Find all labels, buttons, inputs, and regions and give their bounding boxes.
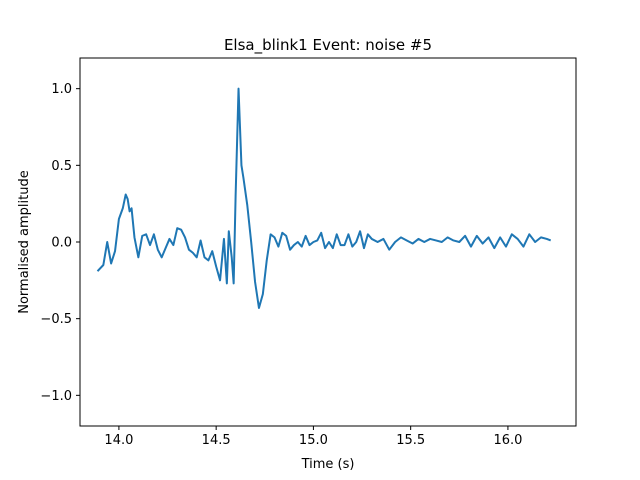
- x-tick-label: 15.5: [396, 433, 425, 448]
- x-tick-label: 14.5: [202, 433, 231, 448]
- y-tick-label: 1.0: [51, 82, 72, 97]
- axes-frame: [79, 57, 577, 427]
- y-tick-label: 0.5: [51, 159, 72, 174]
- x-axis: 14.0 14.5 15.0 15.5 16.0: [104, 426, 522, 448]
- x-tick-label: 16.0: [493, 433, 522, 448]
- y-axis: −1.0 −0.5 0.0 0.5 1.0: [40, 82, 80, 404]
- y-axis-label: Normalised amplitude: [17, 170, 32, 314]
- plot-area: [96, 87, 552, 309]
- y-tick-label: 0.0: [51, 236, 72, 251]
- y-tick-label: −0.5: [40, 312, 72, 327]
- series-line-0: [96, 87, 552, 309]
- y-tick-label: −1.0: [40, 389, 72, 404]
- x-tick-label: 14.0: [104, 433, 133, 448]
- chart-title: Elsa_blink1 Event: noise #5: [224, 36, 432, 55]
- x-axis-label: Time (s): [301, 457, 355, 472]
- x-tick-label: 15.0: [299, 433, 328, 448]
